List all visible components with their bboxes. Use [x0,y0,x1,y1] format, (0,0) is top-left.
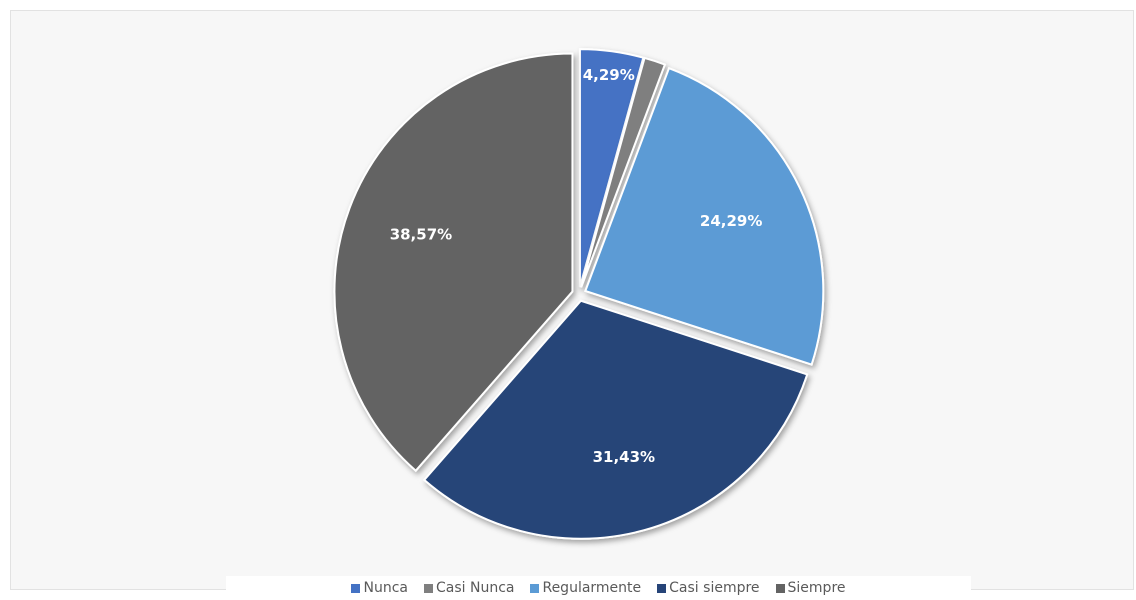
legend-label: Casi Nunca [435,580,515,596]
chart-area: 4,29% 24,29% 31,43% 38,57% Nunca Casi Nunca R… [10,10,1134,600]
legend-swatch [775,583,785,593]
legend-item-casi-nunca: Casi Nunca [423,580,515,596]
legend-swatch [351,583,361,593]
pie-slice-siempre [333,52,574,473]
legend-item-siempre: Siempre [775,580,846,596]
legend-item-casi-siempre: Casi siempre [657,580,760,596]
pie-slice-casi-nunca [580,56,667,288]
legend: Nunca Casi Nunca Regularmente Casi siempre S… [226,576,971,600]
data-label-nunca: 4,29% [583,66,635,84]
pie-slice-nunca [578,48,645,288]
data-label-siempre: 38,57% [390,226,452,244]
legend-swatch [530,583,540,593]
legend-label: Regularmente [542,580,642,596]
pie-slice-regularmente [584,66,825,366]
pie-chart: 4,29% 24,29% 31,43% 38,57% [333,48,825,540]
legend-label: Casi siempre [669,580,760,596]
data-label-regularmente: 24,29% [700,212,762,230]
legend-item-nunca: Nunca [351,580,408,596]
pie-data-labels: 4,29% 24,29% 31,43% 38,57% [390,66,763,466]
pie-slices [333,48,825,540]
legend-item-regularmente: Regularmente [530,580,641,596]
legend-swatch [657,583,667,593]
pie-slice-casi-siempre [422,299,809,540]
legend-swatch [423,583,433,593]
legend-label: Siempre [787,580,846,596]
data-label-casi-siempre: 31,43% [593,448,655,466]
legend-label: Nunca [363,580,408,596]
